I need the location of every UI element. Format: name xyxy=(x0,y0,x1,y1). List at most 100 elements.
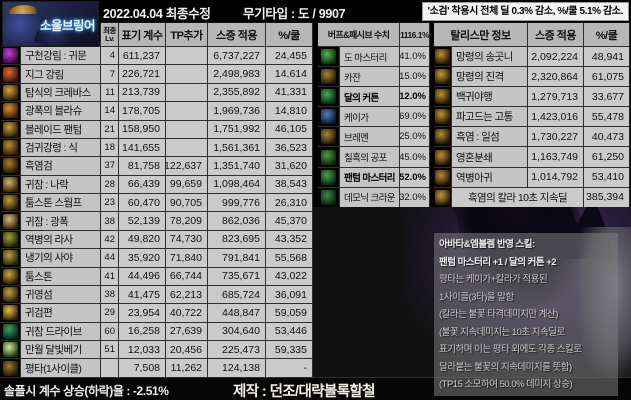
buff-icon xyxy=(318,47,340,68)
talisman-table-header-boosted: 스증 적용 xyxy=(528,23,584,47)
skill-icon xyxy=(1,249,21,268)
buff-name: 케이가 xyxy=(340,107,400,128)
talisman-table-header-percent: %/쿨 xyxy=(584,23,630,47)
skill-icon xyxy=(1,83,21,103)
skill-coefficient: 44,496 xyxy=(119,267,166,286)
buff-row: 브레멘 25.0% xyxy=(318,127,430,148)
skill-tp xyxy=(166,83,208,103)
talisman-name: 파고드는 고통 xyxy=(452,107,528,128)
buff-row: 팬텀 마스터리 52.0% xyxy=(318,167,430,188)
skill-coefficient: 12,033 xyxy=(119,341,166,360)
talisman-boosted-damage: 2,320,864 xyxy=(528,67,584,88)
skill-level: 60 xyxy=(101,322,119,341)
buff-table-body: 도 마스터리 41.0% 카잔 15.0% 달의 커튼 12.0% 케이가 69… xyxy=(318,47,430,208)
skill-percent-per-cd: 24,455 xyxy=(266,47,313,66)
talisman-boosted-damage: 1,163,749 xyxy=(528,147,584,168)
skill-tp xyxy=(166,102,208,121)
skill-tp xyxy=(166,47,208,66)
last-updated-date: 2022.04.04 최종수정 xyxy=(103,7,211,21)
talisman-icon xyxy=(434,187,452,208)
talisman-name: 흑염 : 일섬 xyxy=(452,127,528,148)
talisman-boosted-damage: 1,423,016 xyxy=(528,107,584,128)
skill-tp: 20,456 xyxy=(166,341,208,360)
talisman-row: 흑염 : 일섬 1,730,227 40,473 xyxy=(434,127,630,148)
talisman-icon xyxy=(434,147,452,168)
skill-coefficient: 23,954 xyxy=(119,304,166,323)
buff-icon xyxy=(318,87,340,108)
note-line: 표기하며 이는 평타 외에도 각종 스킬로 xyxy=(439,344,582,355)
talisman-icon xyxy=(434,107,452,128)
skill-percent-per-cd: 43,352 xyxy=(266,230,313,250)
skill-table-header-boosted: 스증 적용 xyxy=(208,23,266,47)
skill-percent-per-cd: 59,059 xyxy=(266,304,313,323)
skill-table-body: 구천강림 : 귀문 4 611,237 6,737,227 24,455 지그 … xyxy=(1,47,313,378)
talisman-name: 백귀야행 xyxy=(452,87,528,108)
skill-row: 광폭의 블라슈 14 178,705 1,969,736 14,810 xyxy=(1,102,313,121)
skill-boosted-damage: 1,969,736 xyxy=(208,102,266,121)
skill-coefficient: 611,237 xyxy=(119,47,166,66)
weapon-type: 무기타입 : 도 / 9907 xyxy=(243,7,346,21)
buff-name: 칠흑의 공포 xyxy=(340,147,400,168)
skill-row: 평타(1사이클) 7,508 11,262 124,138 - xyxy=(1,359,313,378)
buff-row: 케이가 69.0% xyxy=(318,107,430,128)
talisman-table-header: 탈리스만 정보 스증 적용 %/쿨 xyxy=(434,23,630,47)
skill-boosted-damage: 1,351,740 xyxy=(208,157,266,176)
skill-row: 귀검편 29 23,954 40,722 448,847 59,059 xyxy=(1,304,313,323)
skill-icon xyxy=(1,157,21,176)
skill-percent-per-cd: 41,331 xyxy=(266,83,313,103)
skill-name: 툼스톤 xyxy=(21,267,101,286)
skill-coefficient: 7,508 xyxy=(119,359,166,378)
buff-value: 25.0% xyxy=(400,127,430,148)
skill-icon xyxy=(1,341,21,360)
skill-level xyxy=(101,359,119,378)
skill-icon xyxy=(1,322,21,341)
buff-icon xyxy=(318,147,340,168)
skill-boosted-damage: 735,671 xyxy=(208,267,266,286)
buff-name: 달의 커튼 xyxy=(340,87,400,108)
skill-boosted-damage: 1,561,361 xyxy=(208,138,266,158)
talisman-percent-per-cd: 48,941 xyxy=(584,47,630,68)
skill-table-header-coefficient: 표기 계수 xyxy=(119,23,166,47)
skill-percent-per-cd: 14,810 xyxy=(266,102,313,121)
buff-row: 도 마스터리 41.0% xyxy=(318,47,430,68)
skill-level: 18 xyxy=(101,138,119,158)
skill-name: 탐식의 크레바스 xyxy=(21,83,101,103)
talisman-row: 역병아귀 1,014,792 53,410 xyxy=(434,167,630,188)
talisman-boosted-damage: 1,279,713 xyxy=(528,87,584,108)
skill-coefficient: 66,439 xyxy=(119,175,166,194)
skill-coefficient: 178,705 xyxy=(119,102,166,121)
skill-percent-per-cd: 31,620 xyxy=(266,157,313,176)
skill-row: 귀참 드라이브 60 16,258 27,639 304,640 53,446 xyxy=(1,322,313,341)
skill-tp: 122,637 xyxy=(166,157,208,176)
talisman-boosted-damage: 2,092,224 xyxy=(528,47,584,68)
buff-value: 45.0% xyxy=(400,147,430,168)
note-line: 아바타&엠블렘 반영 스킬: xyxy=(439,239,535,250)
skill-icon xyxy=(1,175,21,194)
talisman-percent-per-cd: 61,075 xyxy=(584,67,630,88)
skill-coefficient: 81,758 xyxy=(119,157,166,176)
solo-play-rate: 솔플시 계수 상승(하락)율 : -2.51% xyxy=(4,384,169,398)
talisman-row: 파고드는 고통 1,423,016 55,478 xyxy=(434,107,630,128)
buff-value: 12.0% xyxy=(400,87,430,108)
buff-icon xyxy=(318,67,340,88)
skill-tp: 66,744 xyxy=(166,267,208,286)
skill-percent-per-cd: 26,310 xyxy=(266,194,313,213)
talisman-percent-per-cd: 55,478 xyxy=(584,107,630,128)
skill-coefficient: 213,739 xyxy=(119,83,166,103)
skill-row: 탐식의 크레바스 11 213,739 2,355,892 41,331 xyxy=(1,83,313,103)
buff-icon xyxy=(318,127,340,148)
note-line: (불꽃 지속데미지는 10초 지속딜로 xyxy=(439,326,565,338)
talisman-boosted-damage: 1,014,792 xyxy=(528,167,584,188)
talisman-name: 망령의 송곳니 xyxy=(452,47,528,68)
talisman-row: 망령의 송곳니 2,092,224 48,941 xyxy=(434,47,630,68)
skill-boosted-damage: 124,138 xyxy=(208,359,266,378)
talisman-name: 영혼분쇄 xyxy=(452,147,528,168)
skill-percent-per-cd: 14,614 xyxy=(266,65,313,84)
buff-name: 도 마스터리 xyxy=(340,47,400,68)
skill-level: 41 xyxy=(101,267,119,286)
talisman-name: 망령의 진격 xyxy=(452,67,528,88)
skill-name: 구천강림 : 귀문 xyxy=(21,47,101,66)
talisman-boosted-damage: 1,730,227 xyxy=(528,127,584,148)
buff-table-header: 버프&패시브 수치 1116.1% xyxy=(318,23,430,47)
